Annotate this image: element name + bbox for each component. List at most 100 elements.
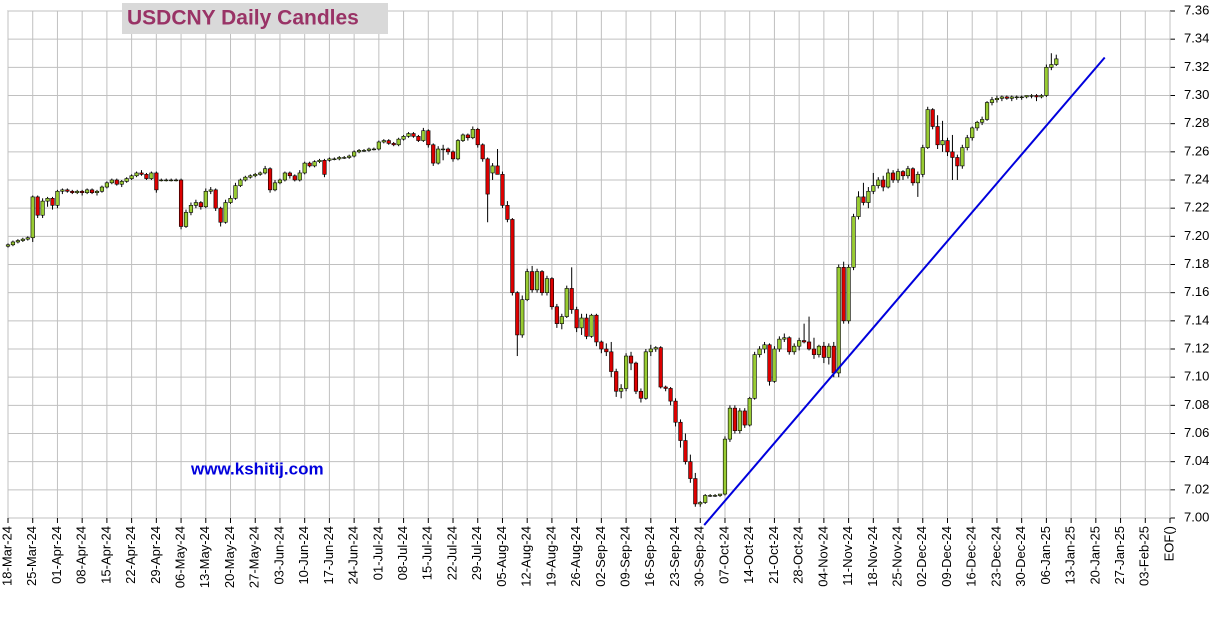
candle-body — [297, 172, 302, 181]
candle-body — [203, 190, 208, 208]
candle-body — [732, 407, 737, 431]
candle-body — [871, 185, 876, 192]
y-tick-label: 7.08 — [1184, 397, 1209, 412]
candle-body — [337, 157, 342, 160]
candle-body — [178, 179, 184, 227]
candle-body — [1049, 64, 1054, 68]
y-tick-label: 7.26 — [1184, 143, 1209, 158]
candle-body — [554, 306, 559, 324]
candle-body — [836, 267, 841, 374]
x-tick-label: 08-Apr-24 — [74, 526, 89, 584]
candle-body — [188, 205, 194, 213]
candle-body — [989, 99, 995, 103]
candle-body — [886, 172, 891, 188]
chart-title: USDCNY Daily Candles — [127, 7, 359, 30]
candle-body — [678, 421, 683, 441]
candle-body — [693, 478, 698, 505]
candle-body — [579, 317, 584, 329]
candle-body — [925, 109, 930, 148]
candle-body — [253, 174, 258, 177]
candle-body — [431, 144, 436, 164]
candle-body — [668, 388, 673, 402]
candle-body — [787, 337, 792, 353]
candle-body — [1014, 96, 1019, 99]
candle-body — [441, 148, 446, 151]
candle-body — [727, 407, 733, 440]
candle-body — [910, 168, 915, 184]
candle-body — [950, 151, 955, 158]
candle-body — [564, 288, 569, 317]
candle-body — [628, 355, 634, 364]
x-tick-label: 27-May-24 — [247, 526, 262, 588]
candle-body — [945, 140, 950, 153]
candle-body — [124, 178, 129, 182]
x-tick-label: 11-Nov-24 — [840, 526, 855, 586]
candle-body — [228, 198, 233, 203]
candle-body — [490, 165, 495, 174]
x-tick-label: 18-Nov-24 — [865, 526, 880, 587]
candle-body — [624, 355, 629, 389]
candle-body — [960, 147, 965, 167]
x-tick-label: 08-Jul-24 — [395, 526, 410, 580]
candle-body — [955, 157, 960, 167]
candle-body — [332, 158, 337, 160]
x-tick-label: 25-Mar-24 — [24, 526, 39, 586]
y-tick-label: 7.32 — [1184, 59, 1209, 74]
candle-body — [713, 495, 718, 497]
candle-body — [436, 148, 441, 164]
candle-body — [193, 202, 198, 206]
x-tick-label: 24-Jun-24 — [346, 526, 361, 585]
y-tick-label: 7.14 — [1184, 312, 1209, 327]
candle-body — [935, 126, 940, 146]
candle-body — [421, 130, 426, 141]
candle-body — [401, 136, 406, 140]
candle-body — [811, 348, 817, 355]
candle-body — [416, 136, 421, 141]
y-tick-label: 7.18 — [1184, 256, 1209, 271]
candle-body — [248, 175, 253, 178]
x-tick-label: 20-May-24 — [222, 526, 237, 588]
y-tick-label: 7.34 — [1184, 31, 1209, 46]
candle-body — [149, 172, 154, 179]
candle-body — [1024, 95, 1029, 98]
x-tick-label: 17-Jun-24 — [321, 526, 336, 585]
candle-body — [450, 151, 456, 160]
candle-body — [841, 267, 846, 322]
x-tick-label: 22-Jul-24 — [444, 526, 459, 580]
candle-body — [999, 96, 1004, 99]
candle-body — [307, 162, 312, 167]
x-tick-label: 22-Apr-24 — [123, 526, 138, 584]
x-tick-label: 27-Jan-25 — [1112, 526, 1127, 585]
candle-body — [569, 288, 574, 310]
candle-body — [174, 179, 179, 182]
candle-body — [322, 159, 327, 175]
candle-body — [614, 371, 619, 392]
candle-body — [134, 172, 139, 177]
candle-body — [342, 157, 347, 159]
candle-body — [208, 189, 213, 192]
candle-body — [80, 190, 85, 193]
candle-body — [802, 340, 807, 343]
candle-body — [99, 186, 105, 192]
candle-body — [376, 141, 381, 150]
candle-body — [965, 137, 970, 148]
candle-body — [45, 198, 50, 202]
candle-body — [287, 172, 292, 177]
candles — [5, 53, 1106, 526]
x-tick-label: 02-Dec-24 — [914, 526, 929, 587]
candle-body — [198, 202, 203, 208]
candle-body — [930, 109, 935, 127]
candle-body — [144, 174, 149, 179]
candle-body — [525, 271, 530, 301]
candle-body — [1009, 96, 1014, 99]
candle-body — [708, 495, 713, 497]
candle-body — [816, 345, 822, 355]
candle-body — [159, 179, 164, 182]
candle-body — [366, 148, 372, 151]
y-tick-label: 7.24 — [1184, 171, 1209, 186]
candle-body — [426, 130, 431, 146]
candle-body — [530, 271, 535, 291]
candle-body — [386, 140, 391, 144]
candle-body — [213, 189, 218, 209]
